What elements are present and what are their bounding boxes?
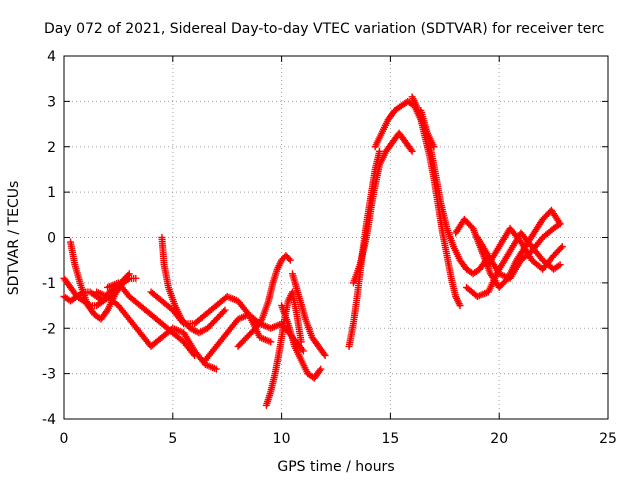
data-series-track-16: [408, 93, 464, 310]
data-series-track-9: [234, 252, 294, 350]
data-series-track-5: [104, 279, 199, 359]
data-series-track-4: [93, 288, 220, 373]
data-series-track-12: [288, 270, 329, 359]
data-series-track-11: [278, 302, 325, 382]
data-marks: [60, 93, 566, 409]
y-tick-label: 4: [47, 49, 56, 65]
y-axis-label: SDTVAR / TECUs: [6, 181, 22, 296]
y-tick-label: 3: [47, 94, 56, 110]
y-tick-label: -3: [42, 367, 56, 383]
y-tick-label: 1: [47, 185, 56, 201]
y-tick-label: 2: [47, 140, 56, 156]
data-series-track-6: [158, 234, 229, 337]
axis-ticks: 0 5 10 15 20 25 -4 -3 -2 -1 0 1 2 3 4: [42, 49, 617, 447]
y-tick-label: -1: [42, 276, 56, 292]
x-tick-label: 20: [490, 431, 508, 447]
x-tick-label: 25: [599, 431, 617, 447]
x-tick-label: 5: [168, 431, 177, 447]
x-tick-label: 10: [273, 431, 291, 447]
data-series-track-14: [349, 129, 416, 287]
x-tick-label: 0: [60, 431, 69, 447]
y-tick-label: 0: [47, 231, 56, 247]
chart-title: Day 072 of 2021, Sidereal Day-to-day VTE…: [44, 21, 604, 37]
x-tick-label: 15: [381, 431, 399, 447]
y-tick-label: -2: [42, 321, 56, 337]
data-series-track-21: [484, 224, 566, 273]
y-tick-label: -4: [42, 412, 56, 428]
data-series-track-17: [417, 106, 490, 278]
x-axis-label: GPS time / hours: [277, 459, 394, 475]
